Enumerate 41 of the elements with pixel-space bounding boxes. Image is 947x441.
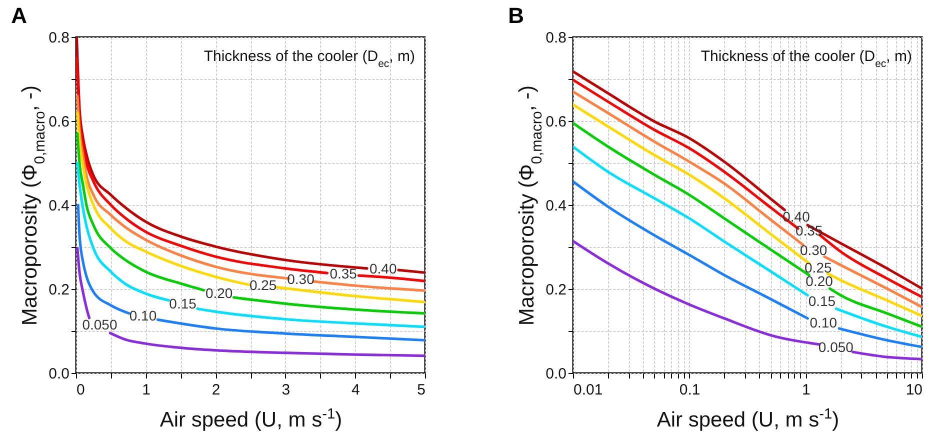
series-label: 0.40 <box>369 260 397 276</box>
series-label: 0.25 <box>804 259 832 276</box>
x-tick-label: 0 <box>76 382 85 398</box>
series-label: 0.20 <box>205 284 233 301</box>
x-tick-label: 10 <box>906 382 922 398</box>
chart-title: A <box>11 3 28 28</box>
series-label: 0.10 <box>129 308 157 324</box>
x-tick-label: 3 <box>282 382 290 398</box>
series-label: 0.25 <box>249 277 277 294</box>
x-tick-label: 2 <box>212 382 220 398</box>
y-tick-label: 0.4 <box>48 198 70 214</box>
series-label: 0.35 <box>330 265 358 282</box>
x-tick-label: 0.1 <box>679 382 700 398</box>
series-label: 0.15 <box>169 296 197 312</box>
series-label: 0.050 <box>818 339 854 356</box>
chart-title: B <box>508 3 524 28</box>
y-tick-label: 0.6 <box>48 114 70 130</box>
y-tick-label: 0.8 <box>546 30 566 46</box>
series-label: 0.30 <box>800 242 828 258</box>
x-tick-label: 1 <box>802 382 810 398</box>
y-tick-label: 0.2 <box>546 282 566 298</box>
x-tick-label: 4 <box>352 382 360 398</box>
y-tick-label: 0.4 <box>546 198 566 214</box>
y-tick-label: 0.0 <box>546 366 566 382</box>
x-tick-label: 1 <box>142 382 150 398</box>
x-axis-title: Air speed (U, m s$^{-1}$) <box>160 406 342 432</box>
x-axis-title: Air speed (U, m s$^{-1}$) <box>656 406 840 432</box>
x-tick-label: 0.01 <box>574 382 603 398</box>
y-tick-label: 0.2 <box>48 282 70 298</box>
series-label: 0.20 <box>806 272 834 289</box>
x-tick-label: 5 <box>417 382 426 398</box>
series-label: 0.30 <box>287 270 315 287</box>
y-tick-label: 0.8 <box>48 30 70 46</box>
annotation: Thickness of the cooler (D$_{ec}$, m) <box>204 48 415 70</box>
series-label: 0.050 <box>82 316 118 333</box>
annotation: Thickness of the cooler (D$_{ec}$, m) <box>700 48 912 70</box>
y-tick-label: 0.6 <box>546 114 566 130</box>
y-tick-label: 0.0 <box>48 366 70 382</box>
series-label: 0.10 <box>810 314 838 330</box>
series-label: 0.15 <box>808 293 836 310</box>
series-label: 0.40 <box>782 208 810 225</box>
